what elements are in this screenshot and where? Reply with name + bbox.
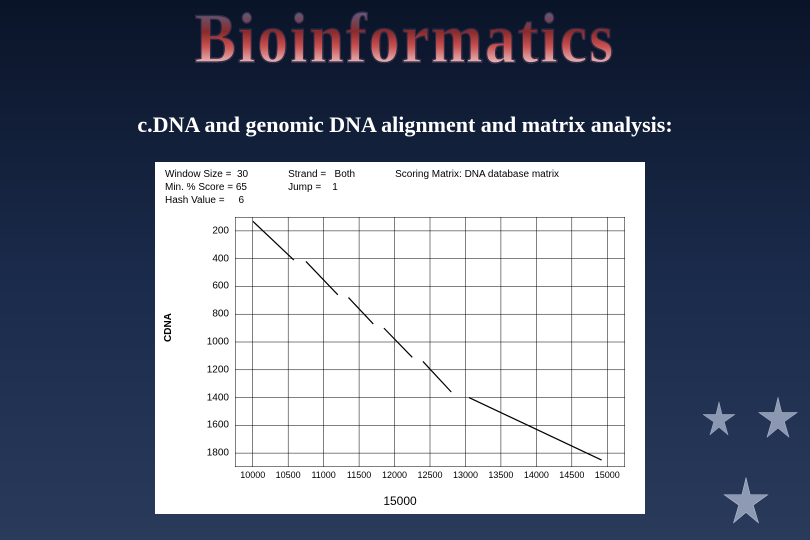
y-tick: 1600: [199, 420, 229, 431]
star-icon: [755, 395, 801, 441]
y-tick: 1200: [199, 364, 229, 375]
chart-params: Window Size = 30 Min. % Score = 65 Hash …: [165, 168, 635, 207]
x-tick: 13000: [453, 470, 478, 480]
x-tick: 12000: [382, 470, 407, 480]
star-icon: [700, 400, 738, 438]
x-tick: 13500: [488, 470, 513, 480]
y-tick: 800: [199, 309, 229, 320]
title-container: Bioinformatics: [195, 8, 616, 70]
param-col-2: Strand = Both Jump = 1: [288, 168, 355, 207]
plot-area: [235, 217, 625, 467]
y-tick: 600: [199, 281, 229, 292]
x-tick: 10000: [240, 470, 265, 480]
x-tick: 12500: [417, 470, 442, 480]
x-bottom-label: 15000: [383, 494, 416, 508]
x-tick-labels: 10000 10500 11000 11500 12000 12500 13000 13500…: [235, 470, 625, 484]
star-icon: [720, 475, 772, 527]
y-axis-label: CDNA: [163, 313, 174, 342]
y-tick: 1000: [199, 337, 229, 348]
x-tick: 11000: [311, 470, 335, 480]
dotplot-chart: Window Size = 30 Min. % Score = 65 Hash …: [155, 162, 645, 514]
param-col-1: Window Size = 30 Min. % Score = 65 Hash …: [165, 168, 248, 207]
x-tick: 11500: [347, 470, 371, 480]
y-tick: 1400: [199, 392, 229, 403]
y-tick: 1800: [199, 448, 229, 459]
subtitle: c.DNA and genomic DNA alignment and matr…: [137, 112, 672, 138]
param-col-3: Scoring Matrix: DNA database matrix: [395, 168, 559, 207]
y-tick-labels: 20040060080010001200140016001800: [203, 217, 233, 467]
x-tick: 15000: [595, 470, 620, 480]
plot-svg: [235, 217, 625, 467]
x-tick: 14000: [524, 470, 549, 480]
x-tick: 14500: [559, 470, 584, 480]
x-tick: 10500: [276, 470, 301, 480]
y-tick: 400: [199, 253, 229, 264]
main-title: Bioinformatics: [195, 3, 616, 74]
y-tick: 200: [199, 225, 229, 236]
